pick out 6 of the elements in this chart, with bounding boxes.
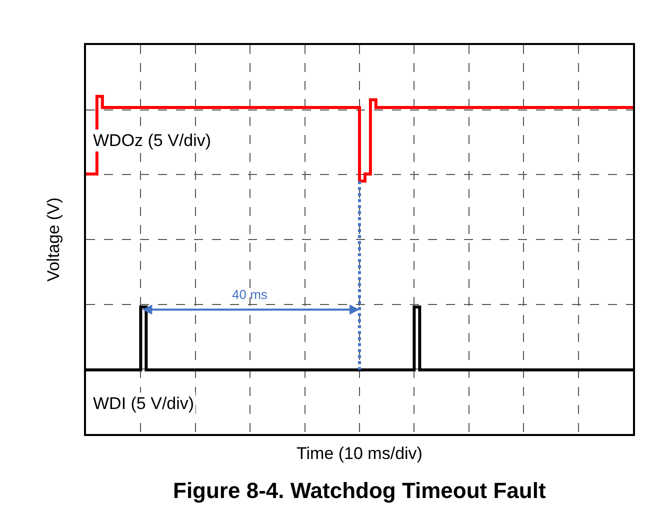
series-label: WDOz (5 V/div)	[93, 131, 212, 150]
x-axis-title: Time (10 ms/div)	[296, 444, 422, 463]
y-axis-title: Voltage (V)	[44, 197, 64, 282]
annotation: 40 ms	[232, 287, 268, 302]
text: Figure 8-4. Watchdog Timeout Fault	[173, 478, 546, 503]
series-label: WDI (5 V/div)	[93, 394, 194, 413]
